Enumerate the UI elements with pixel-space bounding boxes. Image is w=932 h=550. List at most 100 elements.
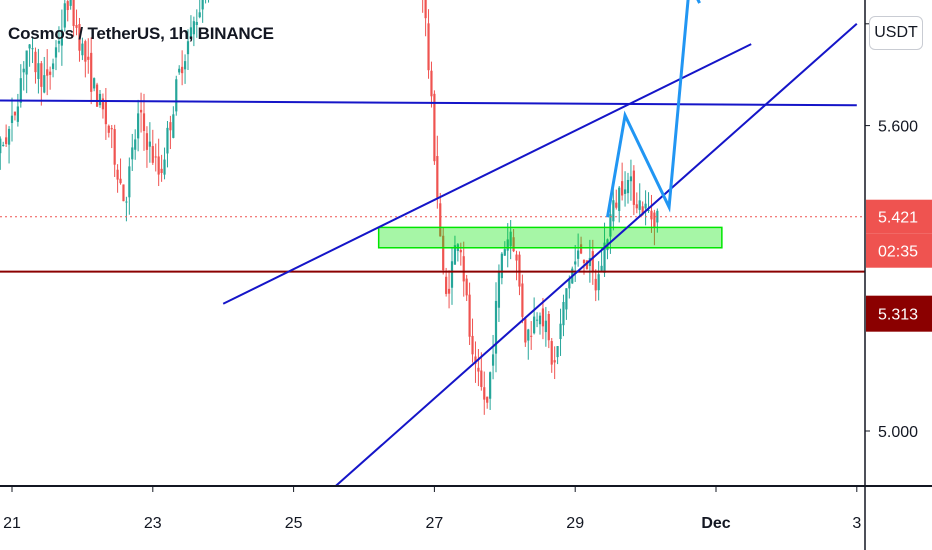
candle-body xyxy=(90,52,93,92)
support-price-label-background xyxy=(866,295,932,332)
candle-body xyxy=(37,63,40,79)
currency-selector-button[interactable]: USDT xyxy=(869,16,923,50)
projection-path[interactable] xyxy=(605,0,690,218)
candle-body xyxy=(489,372,492,399)
candle-body xyxy=(63,3,66,28)
candle-body xyxy=(0,138,2,154)
drawing-annotations xyxy=(0,0,865,493)
lower-channel-line[interactable] xyxy=(328,23,858,493)
candle-body xyxy=(568,278,571,289)
candle-body xyxy=(5,137,8,145)
candle-body xyxy=(46,69,49,76)
price-axis-background xyxy=(865,0,932,550)
candle-body xyxy=(574,261,577,265)
candle-body xyxy=(591,251,594,273)
candle-body xyxy=(615,202,618,208)
candle-body xyxy=(424,0,427,19)
candle-body xyxy=(600,265,603,271)
candle-body xyxy=(521,283,524,317)
candle-body xyxy=(25,50,28,75)
candle-body xyxy=(477,367,480,372)
candle-body xyxy=(565,288,568,310)
candle-body xyxy=(189,27,193,39)
candle-body xyxy=(101,98,105,110)
candle-body xyxy=(544,320,547,333)
candle-body xyxy=(201,0,204,10)
candle-body xyxy=(113,129,116,165)
countdown-label-background xyxy=(866,233,932,268)
candle-body xyxy=(644,203,647,209)
candle-body xyxy=(34,51,37,73)
candle-body xyxy=(512,237,515,252)
candle-body xyxy=(579,244,583,254)
candle-body xyxy=(442,235,445,271)
candle-body xyxy=(471,335,474,355)
y-tick-label: 5.600 xyxy=(878,119,918,136)
candle-body xyxy=(474,356,477,364)
candle-body xyxy=(104,101,107,125)
horizontal-resistance-line[interactable] xyxy=(0,99,857,107)
candle-body xyxy=(629,176,633,182)
candle-body xyxy=(618,187,621,211)
candle-body xyxy=(131,147,134,160)
candle-body xyxy=(78,24,81,51)
candle-body xyxy=(175,79,178,112)
candle-body xyxy=(60,29,63,46)
candle-body xyxy=(594,278,597,291)
candle-body xyxy=(81,43,84,56)
candle-body xyxy=(612,200,615,222)
candle-body xyxy=(137,113,140,139)
candle-body xyxy=(541,308,545,327)
candle-body xyxy=(172,114,175,138)
candle-body xyxy=(19,78,22,103)
candle-body xyxy=(524,318,527,343)
candle-body xyxy=(16,106,19,122)
x-tick-label: 29 xyxy=(566,515,584,532)
candle-body xyxy=(653,212,656,228)
candle-body xyxy=(151,146,154,163)
candle-body xyxy=(609,214,612,237)
candle-body xyxy=(40,63,43,87)
candle-body xyxy=(110,128,113,130)
candle-body xyxy=(169,122,172,131)
x-tick-label: 23 xyxy=(144,515,162,532)
candle-body xyxy=(10,115,14,124)
candle-body xyxy=(562,302,565,326)
candle-body xyxy=(439,203,442,237)
candle-body xyxy=(69,0,72,6)
time-axis-background xyxy=(0,486,932,550)
candle-body xyxy=(538,315,542,325)
candle-body xyxy=(588,257,591,267)
candle-body xyxy=(54,47,58,58)
candle-body xyxy=(486,396,489,403)
candle-body xyxy=(559,323,562,340)
candle-body xyxy=(647,209,650,211)
upper-channel-line[interactable] xyxy=(222,43,752,305)
candle-body xyxy=(515,254,518,261)
candle-body xyxy=(527,329,530,341)
candle-body xyxy=(51,63,55,70)
x-tick-label: 3 xyxy=(852,515,861,532)
last-price-label-background xyxy=(866,199,932,234)
candle-body xyxy=(556,346,559,358)
support-price-label: 5.313 xyxy=(878,307,918,324)
candle-body xyxy=(154,156,157,158)
candle-body xyxy=(650,210,653,220)
green-zone[interactable] xyxy=(377,226,723,249)
chart-title: Cosmos / TetherUS, 1h, BINANCE xyxy=(8,24,274,43)
candle-body xyxy=(445,276,448,294)
candle-body xyxy=(31,48,34,50)
candle-body xyxy=(535,319,539,321)
candle-body xyxy=(57,41,61,44)
candle-body xyxy=(468,294,471,337)
candle-body xyxy=(430,70,433,97)
candle-body xyxy=(163,159,166,175)
candle-body xyxy=(157,156,160,175)
countdown-label: 02:35 xyxy=(878,244,918,261)
candle-body xyxy=(84,41,87,62)
candle-body xyxy=(433,93,436,162)
candle-body xyxy=(553,360,556,363)
candle-body xyxy=(641,206,644,215)
candle-body xyxy=(72,0,75,26)
